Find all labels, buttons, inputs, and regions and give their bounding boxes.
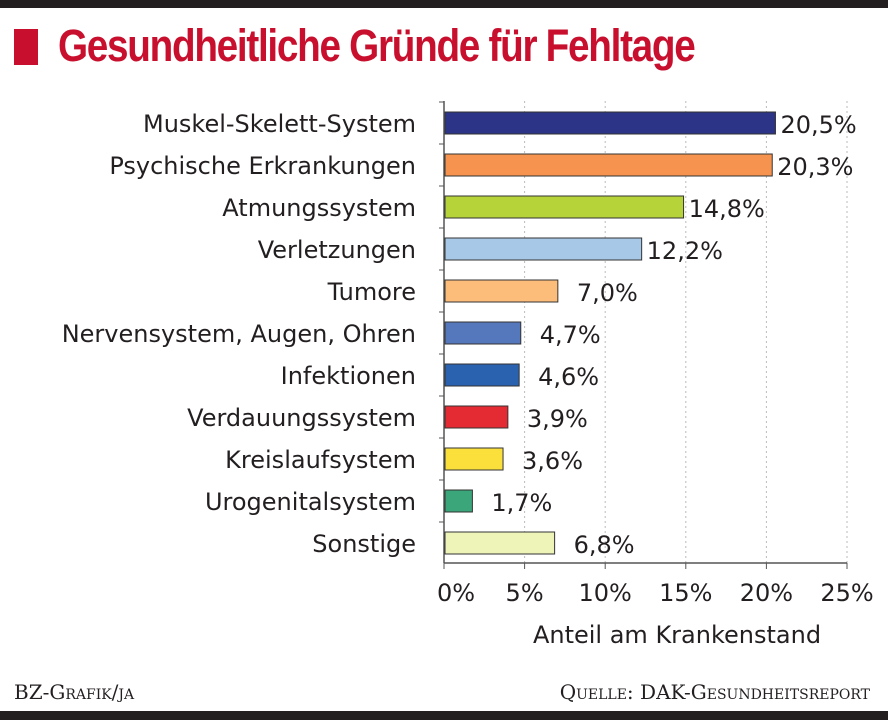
bar [444,405,509,429]
bar [444,363,520,387]
x-tick-label: 0% [437,579,475,607]
x-tick-label: 20% [740,579,793,607]
category-label: Sonstige [312,530,416,558]
bar [444,195,685,219]
bar [444,237,643,261]
x-tick-label: 5% [506,579,544,607]
data-label: 7,0% [577,279,638,307]
data-label: 1,7% [491,489,552,517]
x-tick-label: 10% [579,579,632,607]
x-tick-label: 25% [820,579,873,607]
category-label: Atmungssystem [222,194,416,222]
category-label: Nervensystem, Augen, Ohren [62,320,416,348]
category-label: Verletzungen [258,236,416,264]
x-axis-title: Anteil am Krankenstand [533,621,821,649]
top-border [0,0,888,8]
data-label: 6,8% [574,531,635,559]
data-label: 4,7% [540,321,601,349]
source-text: Quelle: DAK-Gesundheitsreport [559,680,870,704]
data-label: 12,2% [647,237,723,265]
data-label: 3,9% [527,405,588,433]
data-label: 20,3% [777,153,853,181]
bar [444,279,559,303]
chart-title: Gesundheitliche Gründe für Fehltage [58,20,696,71]
category-label: Infektionen [281,362,416,390]
data-label: 20,5% [780,111,856,139]
bar [444,153,773,177]
bar [444,489,473,513]
category-label: Kreislaufsystem [225,446,416,474]
category-label: Urogenitalsystem [205,488,416,516]
category-label: Muskel-Skelett-System [143,110,416,138]
bottom-border [0,711,888,720]
bar [444,531,556,555]
x-tick-label: 15% [659,579,712,607]
bar [444,111,776,135]
category-label: Tumore [327,278,416,306]
data-label: 3,6% [522,447,583,475]
bar [444,321,522,345]
category-label: Verdauungssystem [187,404,416,432]
title-marker [14,29,38,65]
bar [444,447,504,471]
data-label: 4,6% [538,363,599,391]
credit-text: BZ-Grafik/ja [14,680,135,704]
data-label: 14,8% [689,195,765,223]
category-label: Psychische Erkrankungen [109,152,416,180]
